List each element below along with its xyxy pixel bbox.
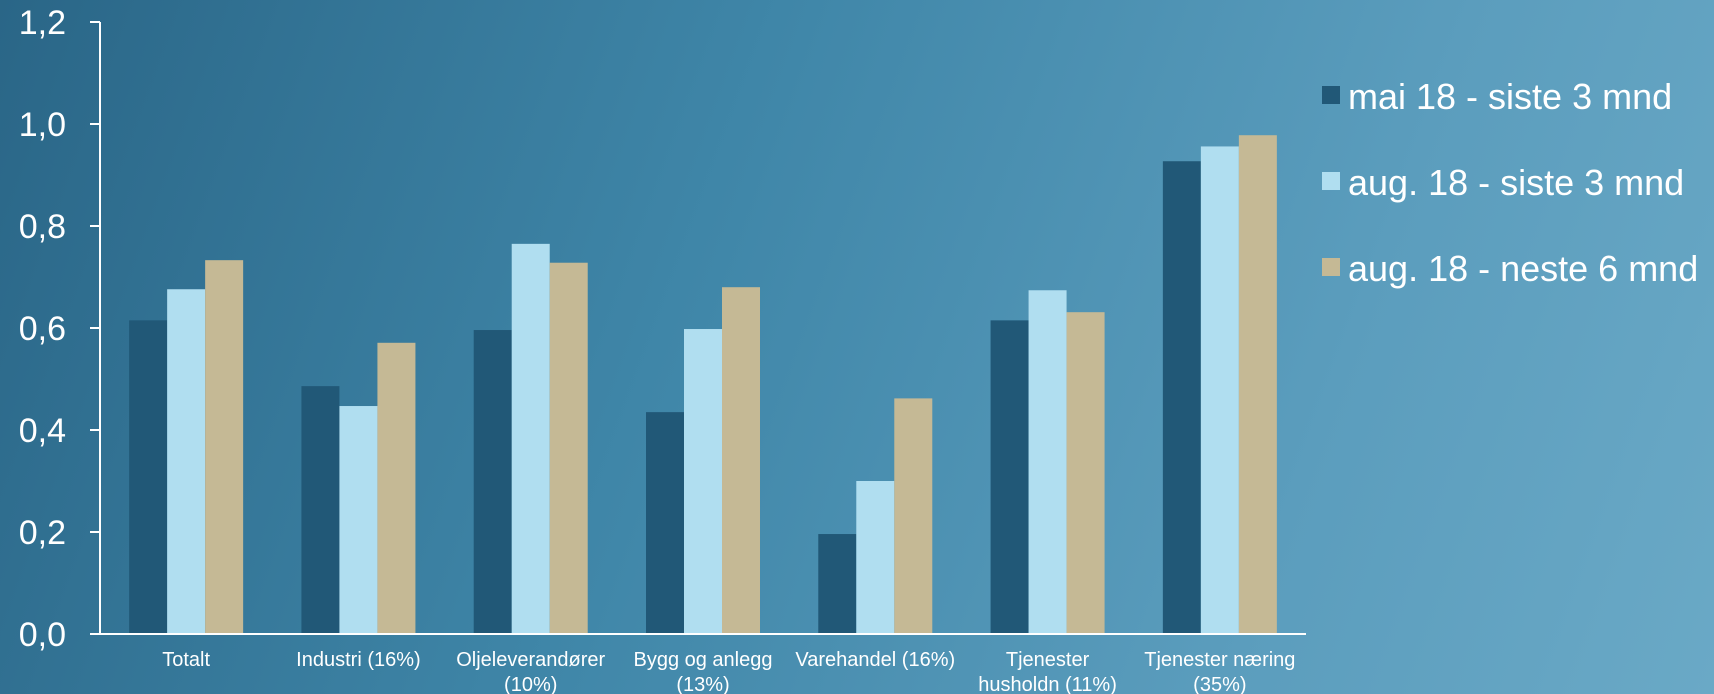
x-tick-label: Varehandel (16%) xyxy=(795,649,955,671)
y-axis-ticks: 0,0 0,2 0,4 0,6 0,8 1,0 1,2 xyxy=(19,4,100,654)
bar xyxy=(549,262,588,634)
bar xyxy=(818,534,857,634)
x-tick-label: Industri (16%) xyxy=(296,649,421,671)
bars xyxy=(129,135,1277,635)
x-tick-label: Oljeleverandører xyxy=(456,649,605,671)
x-tick-label: (35%) xyxy=(1193,674,1246,694)
bar xyxy=(1162,161,1201,635)
legend-label: mai 18 - siste 3 mnd xyxy=(1348,76,1672,117)
x-tick-label: (13%) xyxy=(676,674,729,694)
bar xyxy=(990,320,1029,634)
bar xyxy=(205,260,244,634)
y-tick-label: 0,8 xyxy=(19,208,66,246)
bar xyxy=(646,412,684,634)
bar xyxy=(129,320,168,634)
legend-swatch xyxy=(1322,86,1340,104)
bar xyxy=(1066,312,1105,634)
bar xyxy=(511,243,550,634)
bar xyxy=(722,287,760,634)
bar xyxy=(1028,290,1067,634)
bar xyxy=(473,330,512,634)
bar xyxy=(377,342,416,634)
y-tick-label: 0,0 xyxy=(19,616,66,654)
x-axis-labels: Totalt Industri (16%) Oljeleverandører (10%… xyxy=(162,649,1295,694)
bar xyxy=(1200,146,1239,634)
bar xyxy=(339,406,378,634)
x-tick-label: husholdn (11%) xyxy=(978,674,1117,694)
y-tick-label: 0,2 xyxy=(19,514,66,552)
bar xyxy=(856,481,895,634)
x-tick-label: Tjenester xyxy=(1006,649,1090,671)
bar xyxy=(1238,135,1277,634)
x-tick-label: Bygg og anlegg xyxy=(633,649,772,671)
bar xyxy=(684,329,722,634)
x-tick-label: Totalt xyxy=(162,649,210,671)
bar xyxy=(301,386,340,634)
y-tick-label: 1,2 xyxy=(19,4,66,42)
y-tick-label: 0,4 xyxy=(19,412,66,450)
y-tick-label: 0,6 xyxy=(19,310,66,348)
legend-swatch xyxy=(1322,172,1340,190)
legend-label: aug. 18 - siste 3 mnd xyxy=(1348,162,1684,203)
legend-label: aug. 18 - neste 6 mnd xyxy=(1348,248,1698,289)
x-tick-label: (10%) xyxy=(504,674,557,694)
x-tick-label: Tjenester næring xyxy=(1144,649,1295,671)
bar xyxy=(167,289,206,634)
y-tick-label: 1,0 xyxy=(19,106,66,144)
legend: mai 18 - siste 3 mnd aug. 18 - siste 3 mn… xyxy=(1322,76,1698,289)
bar xyxy=(894,398,933,634)
legend-swatch xyxy=(1322,258,1340,276)
